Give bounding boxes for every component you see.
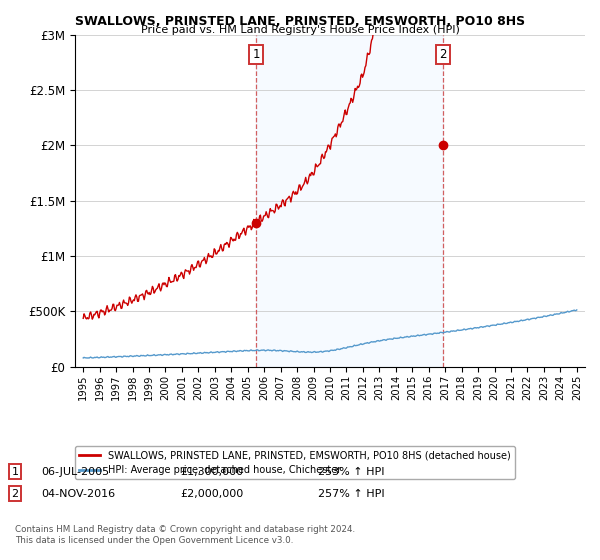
- Text: 06-JUL-2005: 06-JUL-2005: [41, 466, 109, 477]
- Text: 2: 2: [439, 48, 446, 61]
- Text: Contains HM Land Registry data © Crown copyright and database right 2024.
This d: Contains HM Land Registry data © Crown c…: [15, 525, 355, 545]
- Text: £1,300,000: £1,300,000: [180, 466, 243, 477]
- Text: 1: 1: [252, 48, 260, 61]
- Text: 1: 1: [11, 466, 19, 477]
- Bar: [256, 35, 443, 367]
- Text: 04-NOV-2016: 04-NOV-2016: [41, 489, 115, 499]
- Text: 2: 2: [11, 489, 19, 499]
- Text: 253% ↑ HPI: 253% ↑ HPI: [318, 466, 385, 477]
- Text: SWALLOWS, PRINSTED LANE, PRINSTED, EMSWORTH, PO10 8HS: SWALLOWS, PRINSTED LANE, PRINSTED, EMSWO…: [75, 15, 525, 27]
- Text: £2,000,000: £2,000,000: [180, 489, 243, 499]
- Legend: SWALLOWS, PRINSTED LANE, PRINSTED, EMSWORTH, PO10 8HS (detached house), HPI: Ave: SWALLOWS, PRINSTED LANE, PRINSTED, EMSWO…: [75, 446, 515, 479]
- Text: Price paid vs. HM Land Registry's House Price Index (HPI): Price paid vs. HM Land Registry's House …: [140, 25, 460, 35]
- Text: 257% ↑ HPI: 257% ↑ HPI: [318, 489, 385, 499]
